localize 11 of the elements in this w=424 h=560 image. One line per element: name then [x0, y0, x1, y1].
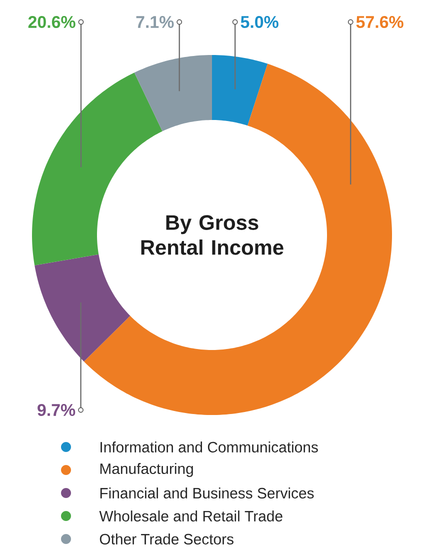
legend-label: Financial and Business Services	[100, 488, 314, 498]
legend-label: Other Trade Sectors	[100, 534, 234, 544]
data-label: 5.0%	[240, 16, 278, 28]
legend-label: Information and Communications	[100, 442, 318, 452]
data-label: 20.6%	[28, 16, 76, 28]
legend-label: Wholesale and Retail Trade	[99, 510, 282, 522]
data-label: 57.6%	[356, 16, 404, 28]
text: By Gross Rental Income	[141, 215, 284, 255]
data-label: 9.7%	[38, 404, 76, 416]
data-label: 7.1%	[136, 16, 174, 28]
legend-label: Manufacturing	[100, 463, 193, 477]
